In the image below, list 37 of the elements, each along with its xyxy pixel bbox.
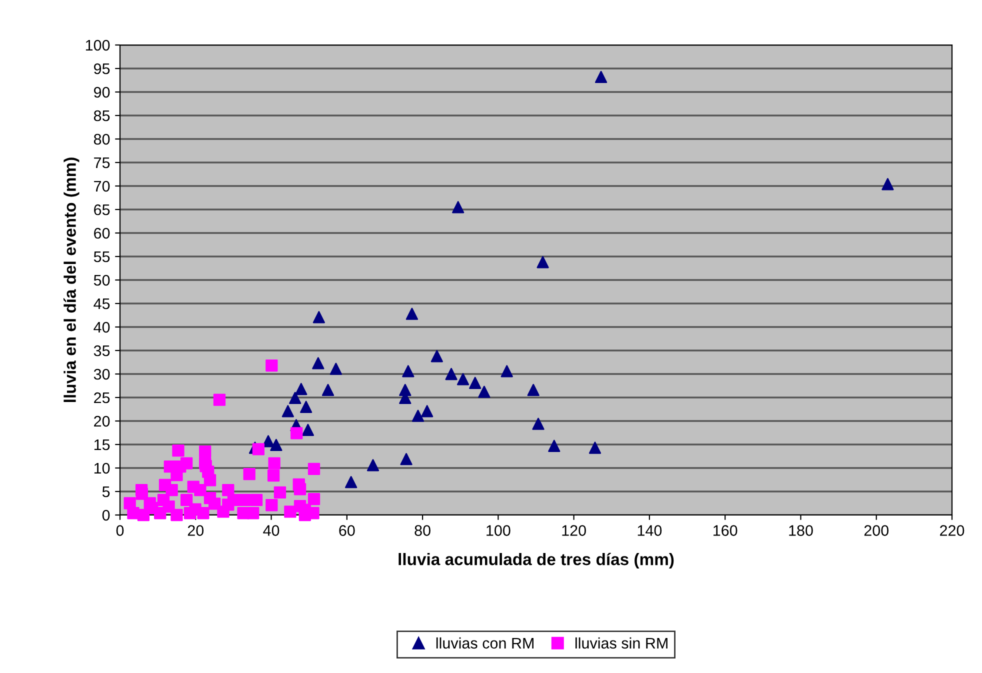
x-tick-label: 100 xyxy=(486,525,510,536)
y-tick-label: 70 xyxy=(94,180,110,192)
x-tick-label: 200 xyxy=(864,525,889,536)
y-tick-label: 90 xyxy=(94,86,110,98)
y-tick-label: 20 xyxy=(94,416,110,427)
y-tick-label: 25 xyxy=(94,392,110,404)
x-tick-label: 180 xyxy=(789,525,813,536)
y-tick-label: 85 xyxy=(94,110,110,122)
y-axis-title: lluvia en el día del evento (mm) xyxy=(64,158,80,402)
x-tick-label: 60 xyxy=(339,525,355,536)
y-tick-label: 40 xyxy=(94,322,110,333)
x-tick-label: 120 xyxy=(562,525,586,536)
x-tick-label: 0 xyxy=(116,525,124,536)
x-tick-label: 40 xyxy=(263,525,280,536)
y-tick-label: 10 xyxy=(94,462,110,474)
x-axis-title: lluvia acumulada de tres días (mm) xyxy=(398,552,674,569)
x-tick-label: 20 xyxy=(188,525,204,536)
x-tick-label: 140 xyxy=(638,525,662,536)
y-tick-label: 80 xyxy=(94,134,110,145)
y-tick-label: 5 xyxy=(102,486,110,498)
y-tick-label: 65 xyxy=(94,204,110,216)
y-tick-label: 75 xyxy=(94,158,110,168)
y-tick-label: 100 xyxy=(86,40,110,51)
y-tick-label: 60 xyxy=(94,228,110,239)
x-tick-label: 160 xyxy=(714,525,738,536)
legend-label: lluvias con RM xyxy=(436,637,534,649)
y-tick-label: 35 xyxy=(94,345,110,356)
y-tick-label: 45 xyxy=(94,298,110,310)
y-tick-label: 95 xyxy=(94,63,110,74)
y-tick-label: 55 xyxy=(94,252,110,262)
legend-label: lluvias sin RM xyxy=(575,637,668,649)
x-tick-label: 220 xyxy=(940,525,964,536)
y-tick-label: 30 xyxy=(94,368,110,380)
y-tick-label: 15 xyxy=(94,440,110,450)
y-tick-label: 50 xyxy=(94,274,110,286)
y-tick-label: 0 xyxy=(102,510,110,521)
x-tick-label: 80 xyxy=(414,525,430,536)
